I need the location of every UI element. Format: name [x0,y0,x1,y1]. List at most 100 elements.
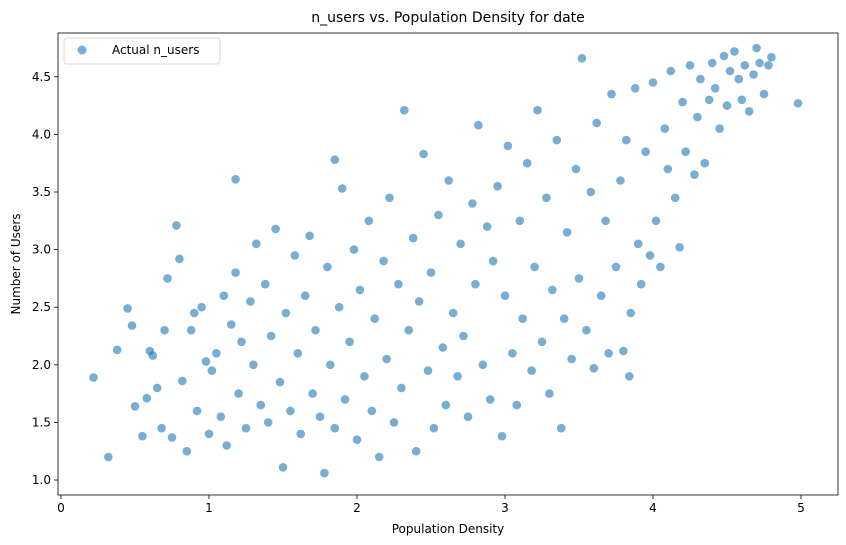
scatter-point [189,308,199,318]
scatter-point [589,364,599,373]
scatter-point [374,452,384,462]
scatter-point [485,395,495,404]
x-axis: 0 1 2 3 4 5 [57,495,805,515]
scatter-point [611,262,621,272]
scatter-point [630,84,640,93]
x-axis-label: Population Density [392,522,504,536]
x-tick-label: 0 [57,501,65,515]
scatter-point [389,418,399,427]
y-axis-label: Number of Users [9,213,23,314]
scatter-point [429,423,439,433]
legend-box [63,37,221,65]
scatter-point [222,441,231,450]
scatter-point [656,262,665,272]
scatter-point [167,433,177,442]
y-tick-label: 3.5 [32,185,51,199]
scatter-point [592,118,601,128]
scatter-point [764,61,773,70]
scatter-point [636,279,646,289]
scatter-point [219,291,229,301]
scatter-point [645,251,655,260]
scatter-point [355,285,365,295]
scatter-point [690,170,699,179]
scatter-point [178,376,187,386]
scatter-point [337,184,347,193]
scatter-point [755,58,764,68]
scatter-point [237,337,246,347]
scatter-point [542,193,551,203]
scatter-point [666,66,676,76]
x-tick-label: 4 [649,501,657,515]
scatter-point [722,101,732,110]
y-tick-label: 1.5 [32,415,51,429]
scatter-point [175,254,184,264]
scatter-point [522,158,532,168]
scatter-point [527,366,536,375]
y-tick-label: 2.0 [32,358,51,372]
scatter-point [204,429,214,439]
scatter-point [349,245,359,254]
scatter-point [290,251,300,260]
scatter-point [752,43,761,53]
scatter-point [231,268,240,277]
scatter-point [601,216,610,226]
scatter-point [463,412,473,422]
scatter-point [474,120,483,130]
scatter-point [89,373,98,382]
y-tick-label: 4.0 [32,127,51,141]
scatter-point [192,406,202,416]
legend-marker [77,45,87,55]
scatter-point [251,239,261,249]
scatter-point [633,239,643,249]
scatter-point [459,331,468,341]
scatter-point [625,372,634,381]
scatter-point [216,412,226,422]
scatter-point [197,302,206,312]
scatter-point [515,216,525,226]
scatter-point [271,224,280,234]
legend: Actual n_users [63,37,221,65]
scatter-point [404,325,414,335]
legend-label: Actual n_users [112,43,199,57]
scatter-point [660,124,670,133]
scatter-point [278,463,288,472]
scatter-point [512,400,522,410]
x-tick-label: 3 [501,501,509,515]
scatter-point [157,423,166,433]
scatter-point [104,452,113,462]
scatter-point [123,304,132,313]
scatter-point [414,297,424,306]
scatter-point [182,446,192,456]
scatter-point [725,66,735,76]
scatter-point [793,99,803,108]
scatter-point [456,239,465,249]
scatter-point [241,423,251,433]
scatter-point [663,164,673,174]
scatter-point [622,135,631,145]
y-tick-label: 1.0 [32,473,51,487]
scatter-point [740,61,750,70]
scatter-point [334,302,344,312]
scatter-point [537,337,547,347]
scatter-point [246,297,255,306]
scatter-point [500,291,510,301]
scatter-point [556,423,566,433]
scatter-point [533,105,542,115]
scatter-point [670,193,680,203]
scatter-point [367,406,377,416]
scatter-point [681,147,690,156]
scatter-point [326,360,335,370]
scatter-point [226,320,236,329]
scatter-point [567,354,576,364]
scatter-point [234,389,243,398]
chart-title: n_users vs. Population Density for date [311,10,585,26]
scatter-point [685,61,695,70]
scatter-point [130,402,140,411]
scatter-point [719,51,729,61]
scatter-point [300,291,310,301]
x-tick-label: 1 [205,501,213,515]
scatter-point [468,199,477,208]
scatter-point [320,468,329,478]
scatter-point [127,321,137,330]
